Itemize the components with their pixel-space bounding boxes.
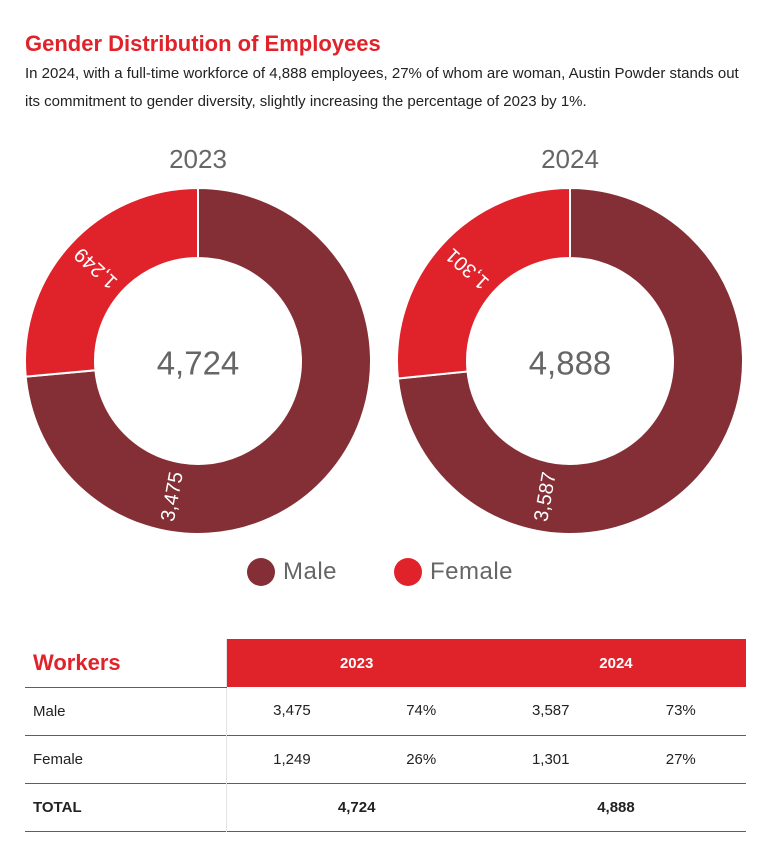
total-2023: 4,724 (337, 798, 376, 816)
table-row-female: Female 1,249 26% 1,301 27% (25, 735, 746, 783)
chart-2023-title: 2023 (169, 144, 227, 174)
table-header-row: Workers 2023 2024 (25, 639, 746, 688)
donut-slice-male-2024 (396, 186, 744, 535)
legend-swatch-male (247, 558, 275, 586)
table-row-male: Male 3,475 74% 3,587 73% (25, 687, 746, 735)
female-2023-percent: 26% (406, 750, 437, 768)
male-2024-count: 3,587 (531, 702, 570, 720)
female-2024-count: 1,301 (531, 750, 570, 768)
row-label: Male (25, 687, 228, 735)
male-2023-count: 3,475 (273, 702, 311, 720)
donut-slice-female-2023 (24, 186, 199, 378)
donut-slice-female-2024 (396, 186, 571, 380)
donut-center-total-2024: 4,888 (529, 345, 612, 382)
table-title: Workers (25, 639, 228, 688)
legend-item-female: Female (394, 558, 513, 586)
donut-center-total-2023: 4,724 (157, 345, 240, 382)
male-2024-percent: 73% (665, 702, 696, 720)
donut-slice-male-2023 (24, 186, 372, 535)
table-header-2024: 2024 (485, 639, 746, 687)
female-2023-count: 1,249 (273, 750, 311, 768)
table-header-2023: 2023 (226, 639, 486, 687)
legend-label-female: Female (430, 558, 514, 585)
row-label: Female (25, 735, 228, 783)
chart-2024-title: 2024 (541, 144, 599, 174)
legend-label-male: Male (283, 558, 338, 585)
legend-swatch-female (394, 558, 422, 586)
chart-legend: Male Female (0, 558, 766, 594)
table-row-total: TOTAL 4,724 4,888 (25, 783, 746, 831)
legend-item-male: Male (247, 558, 337, 586)
total-2024: 4,888 (597, 798, 635, 816)
female-2024-percent: 27% (665, 750, 696, 768)
male-2023-percent: 74% (406, 702, 437, 720)
total-label: TOTAL (25, 783, 228, 831)
page-subtitle: In 2024, with a full-time workforce of 4… (25, 65, 739, 110)
page-title: Gender Distribution of Employees (25, 31, 381, 56)
workers-table: Workers 2023 2024 Male 3,475 74% 3,587 7… (25, 639, 746, 832)
